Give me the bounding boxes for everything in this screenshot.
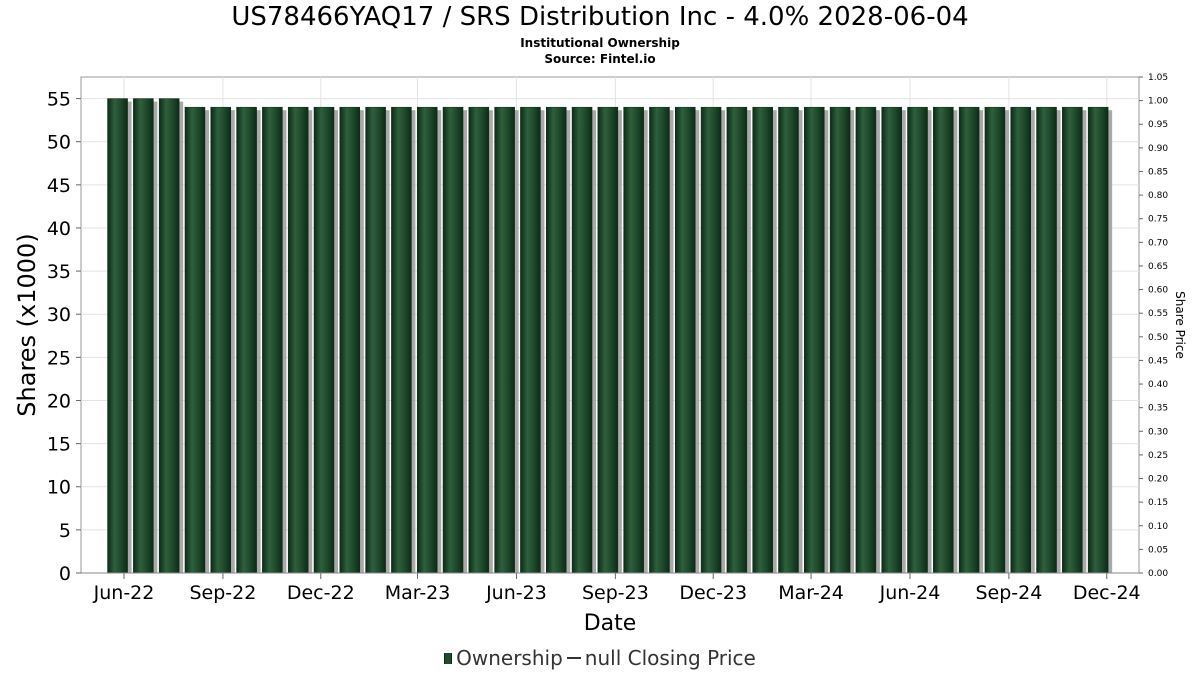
ownership-bar (313, 106, 335, 574)
ownership-bar (184, 106, 206, 574)
y-tick-label: 30 (47, 304, 71, 326)
ownership-bar (287, 106, 309, 574)
ownership-bar (1087, 106, 1109, 574)
chart-title: US78466YAQ17 / SRS Distribution Inc - 4.… (231, 2, 969, 32)
x-tick-label: Dec-23 (679, 582, 747, 604)
price-legend-swatch (566, 657, 581, 659)
y2-tick-label: 1.00 (1148, 97, 1168, 107)
ownership-bar (933, 106, 954, 574)
y2-tick-label: 0.50 (1148, 333, 1168, 343)
legend-price-label: null Closing Price (584, 646, 756, 670)
x-tick-label: Jun-22 (93, 582, 155, 604)
ownership-bar (391, 106, 412, 574)
y2-tick-label: 0.15 (1148, 498, 1168, 508)
ownership-bar (623, 106, 644, 574)
ownership-bar (700, 106, 722, 574)
y-tick-label: 25 (47, 347, 71, 369)
y2-tick-label: 0.40 (1148, 380, 1168, 390)
legend-ownership-label: Ownership (456, 646, 563, 670)
y-axis-title: Shares (x1000) (13, 233, 41, 416)
x-tick-label: Sep-23 (582, 582, 649, 604)
ownership-bar (1062, 106, 1083, 574)
x-tick-label: Mar-24 (778, 582, 844, 604)
ownership-bar (339, 106, 361, 574)
ownership-bar (158, 98, 180, 574)
y2-tick-label: 0.80 (1148, 191, 1168, 201)
ownership-bar (210, 106, 232, 574)
ownership-bar (752, 106, 773, 574)
ownership-bar (958, 106, 980, 574)
ownership-bar (262, 106, 283, 574)
ownership-bar (365, 106, 386, 574)
ownership-bar (907, 106, 928, 574)
x-tick-label: Dec-24 (1073, 582, 1141, 604)
y-tick-label: 5 (59, 520, 71, 542)
ownership-bar (778, 106, 799, 574)
y-tick-label: 10 (47, 477, 71, 499)
y2-tick-label: 0.25 (1148, 451, 1168, 461)
ownership-bar (107, 98, 128, 574)
y2-tick-label: 0.85 (1148, 167, 1168, 177)
ownership-bar (855, 106, 877, 574)
y2-tick-label: 0.20 (1148, 475, 1168, 485)
ownership-bar (571, 106, 593, 574)
y-tick-label: 15 (47, 434, 71, 456)
y2-tick-label: 0.70 (1148, 238, 1168, 248)
x-axis-title: Date (584, 611, 637, 636)
x-tick-label: Jun-24 (879, 582, 941, 604)
ownership-bar (597, 106, 619, 574)
y-tick-label: 35 (47, 261, 71, 283)
ownership-bar (442, 106, 464, 574)
y2-tick-label: 0.05 (1148, 545, 1168, 555)
ownership-bar (1036, 106, 1057, 574)
y2-tick-label: 0.95 (1148, 120, 1168, 130)
chart-subtitle: Institutional Ownership (520, 36, 680, 50)
y2-tick-label: 0.60 (1148, 286, 1168, 296)
ownership-bar (1010, 106, 1031, 574)
x-tick-label: Dec-22 (287, 582, 355, 604)
ownership-bar (236, 106, 257, 574)
ownership-bar (804, 106, 825, 574)
y2-tick-label: 0.00 (1148, 569, 1168, 579)
y-tick-label: 20 (47, 390, 71, 412)
bars (107, 98, 1113, 574)
y2-tick-label: 0.65 (1148, 262, 1168, 272)
ownership-bar (133, 98, 154, 574)
x-tick-label: Mar-23 (385, 582, 451, 604)
ownership-legend-swatch (444, 653, 453, 664)
ownership-chart: 0 5 10 15 20 25 30 35 40 45 50 55 Jun-22 Sep-22 Dec-22… (13, 73, 1187, 636)
y-tick-label: 0 (59, 563, 71, 585)
ownership-bar (829, 106, 851, 574)
ownership-bar (984, 106, 1006, 574)
x-tick-label: Sep-22 (190, 582, 257, 604)
ownership-bar (468, 106, 490, 574)
ownership-bar (545, 106, 567, 574)
x-tick-label: Jun-23 (485, 582, 547, 604)
y2-tick-label: 0.90 (1148, 144, 1168, 154)
ownership-bar (881, 106, 902, 574)
ownership-bar (494, 106, 515, 574)
axes: 0 5 10 15 20 25 30 35 40 45 50 55 Jun-22 Sep-22 Dec-22… (47, 73, 1169, 604)
y-tick-label: 55 (47, 89, 71, 111)
legend: Ownership null Closing Price (0, 646, 1200, 670)
y-tick-label: 45 (47, 175, 71, 197)
y2-tick-label: 0.75 (1148, 215, 1168, 225)
ownership-bar (675, 106, 696, 574)
ownership-bar (726, 106, 748, 574)
y-tick-label: 40 (47, 218, 71, 240)
y2-tick-label: 0.10 (1148, 522, 1168, 532)
ownership-bar (649, 106, 670, 574)
y-tick-label: 50 (47, 132, 71, 154)
y2-tick-label: 1.05 (1148, 73, 1168, 83)
y2-tick-label: 0.55 (1148, 309, 1168, 319)
y2-axis-title: Share Price (1173, 291, 1187, 359)
ownership-bar (416, 106, 438, 574)
y2-tick-label: 0.30 (1148, 427, 1168, 437)
chart-source: Source: Fintel.io (544, 52, 656, 66)
ownership-bar (520, 106, 541, 574)
y2-tick-label: 0.35 (1148, 404, 1168, 414)
x-tick-label: Sep-24 (975, 582, 1042, 604)
y2-tick-label: 0.45 (1148, 356, 1168, 366)
